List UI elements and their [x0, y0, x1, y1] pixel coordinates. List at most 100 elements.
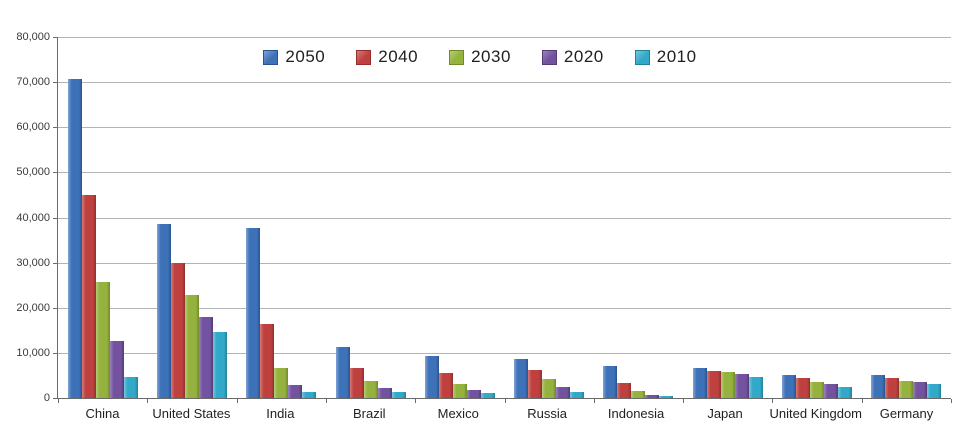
bar-2020-mexico: [466, 390, 481, 398]
bar-2010-united-states: [212, 332, 227, 398]
bar-2030-china: [95, 282, 110, 398]
bar-2040-china: [81, 194, 96, 398]
gridline: [58, 172, 951, 174]
bar-group-united-states: [147, 37, 236, 398]
bar-2010-china: [123, 376, 138, 398]
bar-2030-mexico: [452, 384, 467, 398]
bar-2020-germany: [913, 382, 928, 398]
category-label: Mexico: [437, 406, 479, 421]
bar-2010-india: [302, 392, 317, 398]
bar-2020-india: [288, 385, 303, 398]
bar-2050-united-kingdom: [782, 374, 797, 398]
legend-item-2040: 2040: [356, 47, 418, 67]
gridline: [58, 127, 951, 129]
bar-2020-indonesia: [645, 394, 660, 398]
bar-2020-russia: [556, 386, 571, 398]
bar-2050-indonesia: [603, 366, 618, 398]
legend-item-2030: 2030: [449, 47, 511, 67]
bar-2030-india: [274, 367, 289, 398]
bar-group-russia: [504, 37, 593, 398]
y-axis-tick-mark: [53, 172, 58, 174]
bar-group-united-kingdom: [772, 37, 861, 398]
bar-2040-india: [260, 323, 275, 398]
bar-2030-brazil: [363, 381, 378, 398]
x-axis-tick-mark: [58, 399, 59, 403]
bar-2020-brazil: [377, 388, 392, 398]
bar-2050-china: [67, 78, 82, 398]
category-label: Russia: [527, 406, 568, 421]
y-axis-tick-mark: [53, 82, 58, 84]
bar-group-japan: [683, 37, 772, 398]
legend-swatch-icon: [263, 49, 279, 65]
bar-2020-china: [109, 341, 124, 398]
bar-2010-russia: [570, 391, 585, 398]
bar-2010-japan: [748, 377, 763, 398]
x-axis-tick-mark: [236, 399, 238, 403]
category-label: China: [85, 406, 120, 421]
bars-container: [58, 37, 951, 398]
bar-2030-germany: [899, 381, 914, 398]
legend-item-2010: 2010: [634, 47, 697, 67]
y-axis-tick-mark: [53, 37, 58, 38]
category-label: Japan: [707, 406, 743, 421]
bar-2010-indonesia: [659, 396, 674, 398]
bar-group-india: [237, 37, 326, 398]
bar-2030-indonesia: [631, 391, 646, 398]
bar-2040-united-states: [170, 263, 185, 398]
bar-group-indonesia: [594, 37, 683, 398]
y-axis-tick-mark: [53, 262, 58, 264]
bar-2030-japan: [720, 371, 735, 398]
category-axis-labels: China United States India Brazil Mexico Russi…: [58, 406, 951, 421]
bar-2020-united-states: [198, 316, 213, 398]
bar-2030-russia: [542, 378, 557, 398]
bar-2050-india: [246, 228, 261, 398]
bar-2040-indonesia: [617, 383, 632, 398]
y-axis-tick-mark: [53, 307, 58, 309]
y-axis-tick-label: 20,000: [16, 301, 50, 314]
bar-2040-japan: [706, 370, 721, 398]
x-axis-tick-mark: [683, 399, 685, 403]
y-axis-tick-label: 70,000: [16, 76, 50, 89]
x-axis-tick-mark: [325, 399, 327, 403]
legend-swatch-icon: [634, 49, 650, 65]
bar-2030-united-states: [184, 295, 199, 398]
gridline: [58, 262, 951, 264]
x-axis-tick-mark: [415, 399, 417, 403]
x-axis-tick-mark: [861, 399, 863, 403]
y-axis-tick-mark: [53, 127, 58, 129]
y-axis-tick-mark: [53, 398, 58, 399]
category-label: Indonesia: [607, 406, 665, 421]
bar-2010-brazil: [391, 391, 406, 398]
legend-swatch-icon: [449, 49, 465, 65]
bar-2030-united-kingdom: [810, 381, 825, 398]
y-axis-tick-label: 30,000: [16, 256, 50, 269]
y-axis-tick-label: 80,000: [16, 31, 50, 43]
bar-2010-germany: [927, 384, 942, 398]
bar-2040-germany: [885, 378, 900, 398]
bar-2020-japan: [734, 374, 749, 398]
gridline: [58, 352, 951, 354]
bar-2040-russia: [528, 369, 543, 398]
y-axis-tick-mark: [53, 217, 58, 219]
gridline: [58, 82, 951, 84]
bar-2010-mexico: [480, 393, 495, 398]
y-axis-tick-label: 50,000: [16, 166, 50, 179]
category-label: India: [266, 406, 295, 421]
chart-legend: 2050 2040 2030 2020 2010: [0, 47, 960, 67]
legend-swatch-icon: [356, 49, 372, 65]
bar-2020-united-kingdom: [824, 384, 839, 398]
bar-2040-brazil: [349, 368, 364, 398]
x-axis-tick-mark: [772, 399, 774, 403]
x-axis-tick-mark: [147, 399, 149, 403]
category-label: Brazil: [353, 406, 386, 421]
legend-label: 2050: [285, 47, 326, 66]
bar-2050-germany: [871, 375, 886, 398]
x-axis-tick-mark: [593, 399, 595, 403]
bar-group-china: [58, 37, 147, 398]
gridline: [58, 37, 951, 38]
bar-2050-mexico: [424, 355, 439, 398]
y-axis-tick-label: 60,000: [16, 121, 50, 134]
bar-group-mexico: [415, 37, 504, 398]
bar-2050-russia: [514, 359, 529, 398]
